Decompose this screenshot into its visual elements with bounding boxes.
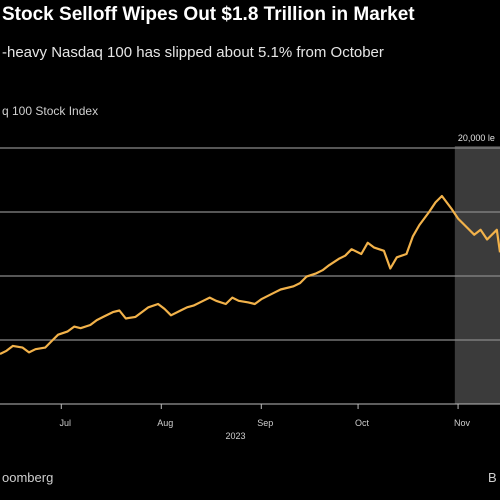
x-tick-label: Oct [355, 418, 370, 428]
shaded-region [454, 146, 500, 404]
source-credit: oomberg [2, 470, 54, 485]
x-tick-label: Jul [60, 418, 72, 428]
series-line-0 [0, 194, 500, 355]
x-axis-label: 2023 [225, 431, 245, 441]
x-tick-label: Nov [454, 418, 471, 428]
logo-mark: B [488, 470, 497, 485]
series-label: q 100 Stock Index [2, 104, 99, 118]
x-tick-label: Sep [257, 418, 273, 428]
x-tick-label: Aug [157, 418, 173, 428]
chart-title: Stock Selloff Wipes Out $1.8 Trillion in… [2, 4, 415, 25]
chart-subtitle: -heavy Nasdaq 100 has slipped about 5.1%… [2, 44, 384, 61]
shaded-region-label: 20,000 le [458, 133, 495, 143]
